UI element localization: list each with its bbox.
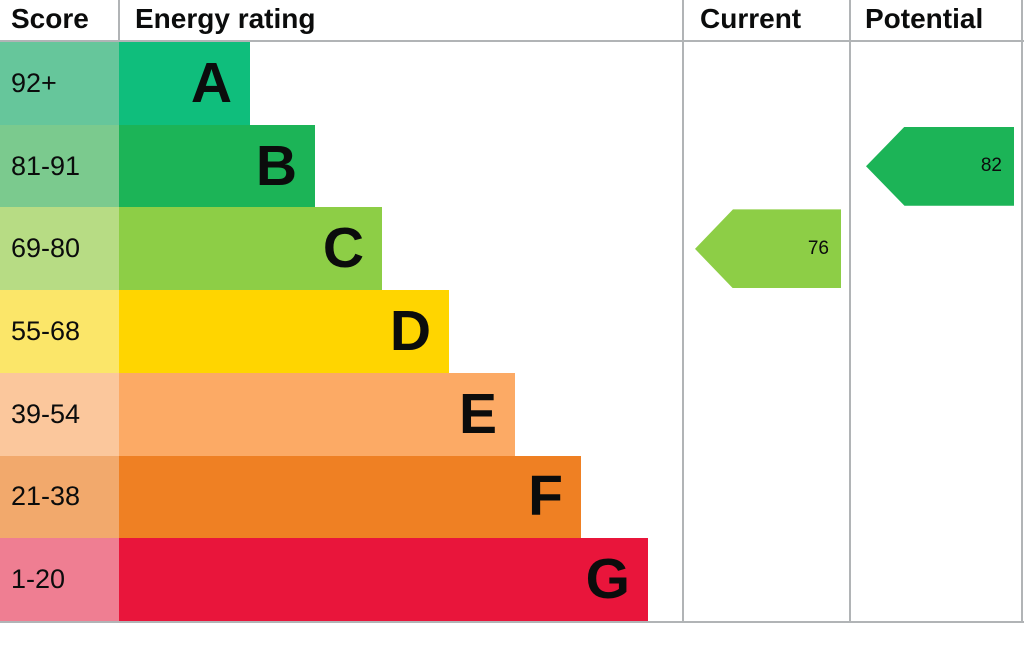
band-letter: F	[528, 464, 563, 529]
header-energy-rating: Energy rating	[135, 3, 316, 34]
header-current: Current	[700, 3, 802, 34]
current-column-divider	[682, 0, 684, 623]
band-bar-e: E	[119, 372, 515, 456]
potential-rating-value: 82	[980, 155, 1002, 177]
current-rating-value: 76	[807, 237, 829, 259]
band-bar-g: G	[119, 538, 648, 622]
band-row: 81-91 B	[0, 124, 1024, 208]
band-row: 39-54 E	[0, 372, 1024, 456]
band-letter: C	[322, 216, 364, 281]
band-bar-f: F	[119, 455, 581, 539]
potential-column-divider	[849, 0, 851, 623]
band-letter: B	[255, 133, 297, 198]
header-row: Score Energy rating Current Potential	[0, 0, 1024, 40]
band-bar-b: B	[119, 124, 315, 208]
band-row: 92+ A	[0, 42, 1024, 125]
header-score: Score	[11, 3, 89, 34]
band-row: 55-68 D	[0, 290, 1024, 373]
band-bar-d: D	[119, 290, 449, 373]
band-bar-c: C	[119, 207, 382, 291]
band-row: 69-80 C	[0, 207, 1024, 291]
band-bar-a: A	[119, 42, 250, 125]
right-edge-border	[1021, 0, 1023, 623]
band-rows: 92+ A 81-91 B 69-80 C 55-68 D 39-54 E 21…	[0, 42, 1024, 622]
band-row: 21-38 F	[0, 455, 1024, 539]
band-row: 1-20 G	[0, 538, 1024, 622]
band-score-range: 55-68	[0, 290, 119, 373]
band-letter: D	[389, 299, 431, 364]
band-score-range: 92+	[0, 42, 119, 125]
header-potential: Potential	[865, 3, 984, 34]
header-bottom-border	[0, 40, 1024, 42]
band-letter: A	[190, 50, 232, 115]
band-score-range: 81-91	[0, 124, 119, 208]
score-column-divider	[118, 0, 120, 40]
band-letter: G	[585, 547, 630, 612]
band-score-range: 39-54	[0, 372, 119, 456]
band-score-range: 21-38	[0, 455, 119, 539]
band-letter: E	[458, 381, 497, 446]
band-score-range: 1-20	[0, 538, 119, 622]
chart-bottom-border	[0, 621, 1024, 623]
band-score-range: 69-80	[0, 207, 119, 291]
